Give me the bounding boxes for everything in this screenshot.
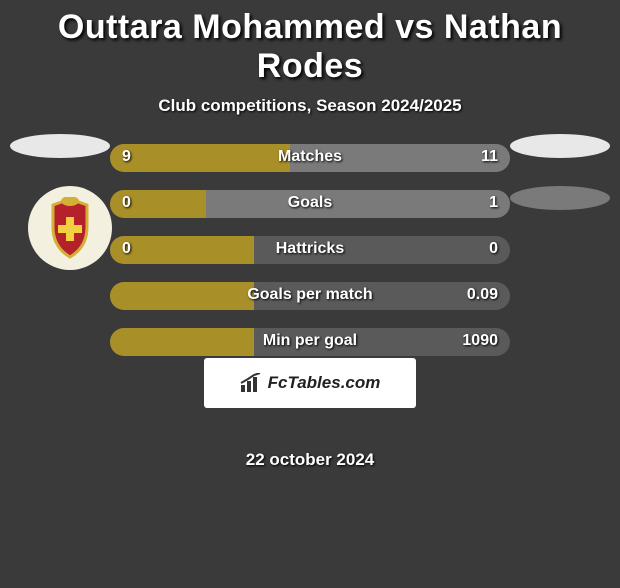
stat-right-value: 0 <box>489 240 498 258</box>
comparison-chart: 9 Matches 11 0 Goals 1 0 Hattricks 0 Goa… <box>0 144 620 374</box>
stat-row: 0 Goals 1 <box>0 190 620 236</box>
page-title: Outtara Mohammed vs Nathan Rodes <box>0 8 620 86</box>
stat-right-value: 1 <box>489 194 498 212</box>
stat-right-value: 1090 <box>462 332 498 350</box>
stat-label: Goals per match <box>110 286 510 304</box>
branding-label: FcTables.com <box>268 373 381 393</box>
stat-right-value: 11 <box>481 148 498 166</box>
stat-label: Matches <box>110 148 510 166</box>
stat-row: 0 Hattricks 0 <box>0 236 620 282</box>
stat-right-value: 0.09 <box>467 286 498 304</box>
subtitle: Club competitions, Season 2024/2025 <box>0 96 620 116</box>
chart-icon <box>240 373 262 393</box>
stat-label: Goals <box>110 194 510 212</box>
stat-label: Hattricks <box>110 240 510 258</box>
date-label: 22 october 2024 <box>0 450 620 470</box>
branding-box: FcTables.com <box>204 358 416 408</box>
stat-row: Goals per match 0.09 <box>0 282 620 328</box>
stat-label: Min per goal <box>110 332 510 350</box>
stat-row: 9 Matches 11 <box>0 144 620 190</box>
